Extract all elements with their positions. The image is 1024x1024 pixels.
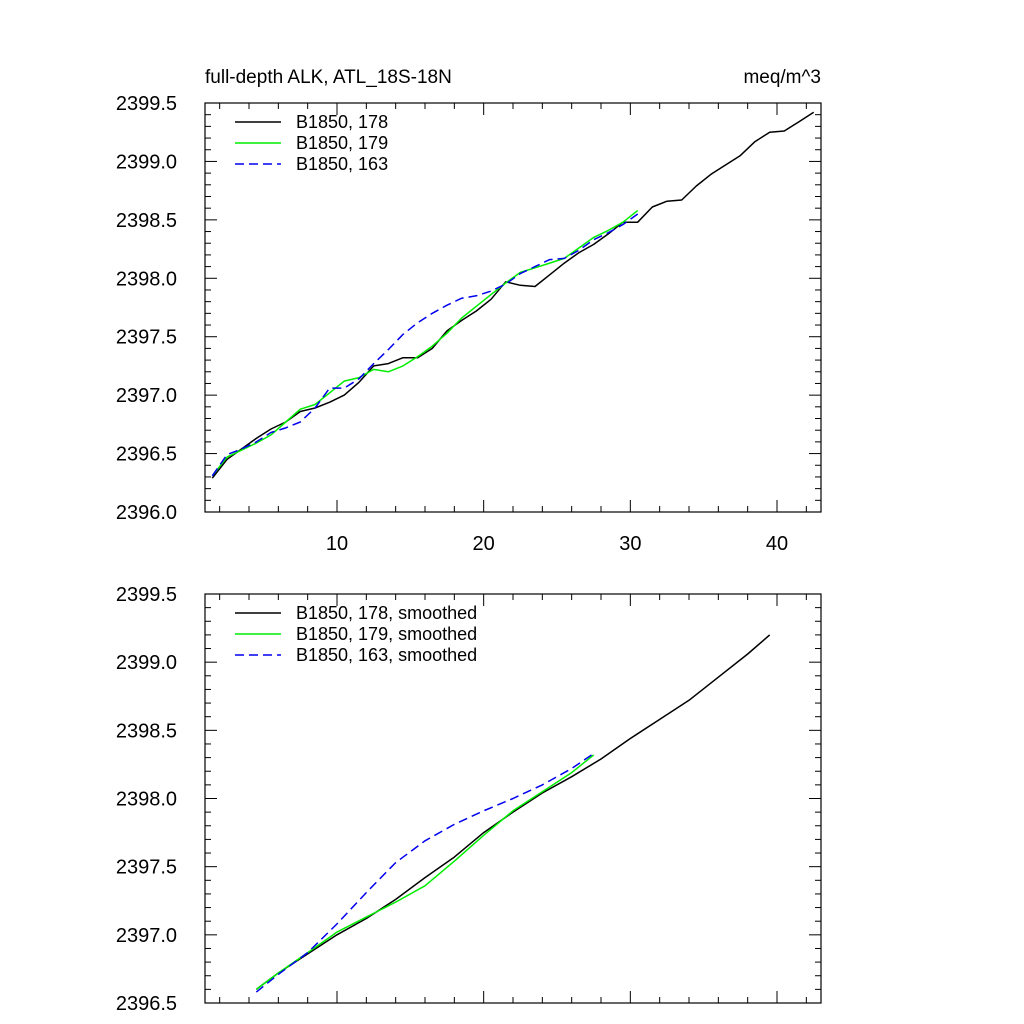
top-legend-label: B1850, 178: [296, 112, 388, 132]
top-panel-title: full-depth ALK, ATL_18S-18N: [205, 67, 452, 88]
bottom-y-tick-label: 2396.5: [116, 993, 177, 1015]
bottom-legend-label: B1850, 179, smoothed: [296, 624, 477, 644]
bottom-legend-label: B1850, 163, smoothed: [296, 645, 477, 665]
top-legend-label: B1850, 163: [296, 154, 388, 174]
top-y-tick-label: 2399.0: [116, 151, 177, 173]
bottom-panel-series: [255, 634, 771, 993]
top-series-line: [211, 209, 639, 477]
bottom-panel-ticks: 2396.5 2397.0 2397.5 2398.0 2398.5 2399.0 2399…: [116, 584, 821, 1015]
top-y-tick-label: 2396.5: [116, 444, 177, 466]
top-panel-series: [211, 111, 815, 479]
top-x-tick-label: 20: [473, 533, 495, 555]
bottom-y-tick-label: 2399.5: [116, 584, 177, 606]
top-y-tick-label: 2397.5: [116, 327, 177, 349]
top-panel: full-depth ALK, ATL_18S-18N meq/m^3 10 20…: [116, 67, 822, 555]
top-y-tick-label: 2397.0: [116, 385, 177, 407]
top-series-line: [211, 213, 639, 477]
bottom-y-tick-label: 2398.5: [116, 720, 177, 742]
top-legend-label: B1850, 179: [296, 133, 388, 153]
top-series-line: [211, 111, 815, 479]
top-panel-units: meq/m^3: [743, 67, 821, 88]
top-panel-ticks: 10 20 30 40 2396.0 2396.5 2397.0 2397.5 2398.0 23…: [116, 93, 821, 555]
top-y-tick-label: 2399.5: [116, 93, 177, 115]
top-x-tick-label: 30: [619, 533, 641, 555]
top-y-tick-label: 2398.5: [116, 210, 177, 232]
top-x-tick-label: 10: [326, 533, 348, 555]
bottom-series-line: [255, 752, 595, 993]
top-x-tick-label: 40: [766, 533, 788, 555]
bottom-y-tick-label: 2399.0: [116, 652, 177, 674]
top-y-tick-label: 2396.0: [116, 502, 177, 524]
bottom-panel: 2396.5 2397.0 2397.5 2398.0 2398.5 2399.0 2399…: [116, 584, 822, 1015]
bottom-y-tick-label: 2397.0: [116, 925, 177, 947]
top-y-tick-label: 2398.0: [116, 268, 177, 290]
bottom-legend-label: B1850, 178, smoothed: [296, 603, 477, 623]
bottom-y-tick-label: 2398.0: [116, 789, 177, 811]
bottom-y-tick-label: 2397.5: [116, 857, 177, 879]
bottom-series-line: [255, 634, 771, 991]
